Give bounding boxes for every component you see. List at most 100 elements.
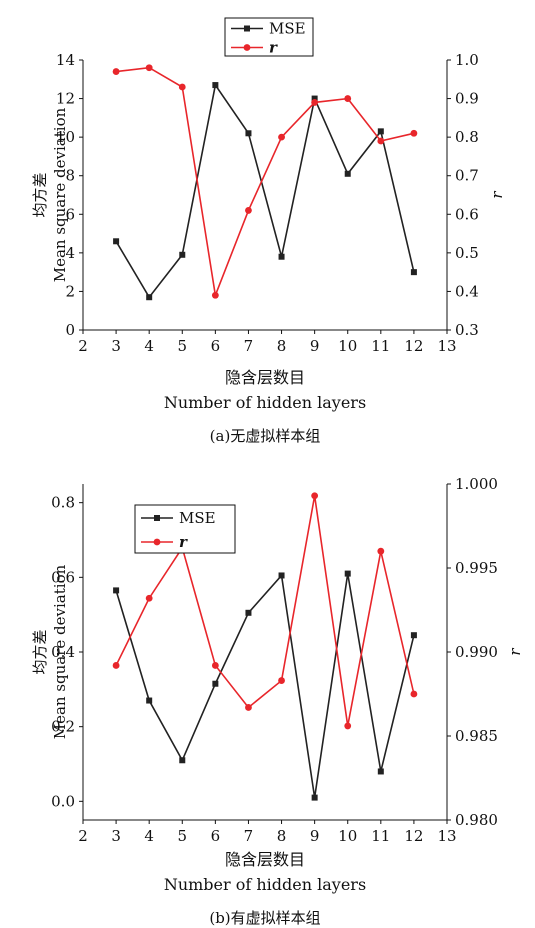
x-tick-label: 10: [338, 827, 357, 845]
point-r: [278, 133, 285, 141]
legend-box: [224, 17, 314, 57]
y2-axis-label: r: [506, 648, 524, 656]
x-tick-label: 12: [404, 827, 423, 845]
legend-label-r: r: [269, 39, 278, 57]
chart-panel-a: 2 3 4 5 6 7 8 9 10 11 12 13024681012140.30.40.50.60…: [31, 17, 506, 445]
x-tick-label: 2: [78, 827, 88, 845]
x-axis-label-cn: 隐含层数目: [225, 850, 305, 869]
point-mse: [278, 572, 285, 579]
y-tick-label: 10: [56, 128, 75, 146]
x-axis-label-cn: 隐含层数目: [225, 368, 305, 387]
y-axis-label-cn: 均方差: [31, 172, 49, 217]
y2-tick-label: 0.7: [455, 167, 479, 185]
point-r: [410, 129, 418, 137]
legend-label-mse: MSE: [179, 509, 216, 527]
point-r: [245, 704, 252, 711]
point-r: [178, 83, 186, 91]
y-tick-label: 0: [65, 321, 75, 339]
point-r: [211, 291, 219, 299]
legend-marker-r: [243, 44, 251, 51]
y-tick-label: 2: [65, 282, 75, 300]
point-mse: [344, 570, 351, 577]
x-tick-label: 8: [277, 337, 287, 355]
y-tick-label: 0.6: [51, 568, 75, 586]
point-r: [112, 662, 120, 669]
point-r: [278, 677, 285, 684]
point-mse: [377, 768, 384, 775]
y-tick-label: 0.8: [51, 494, 75, 512]
y2-tick-label: 0.985: [455, 727, 498, 745]
point-mse: [311, 794, 318, 801]
x-tick-label: 7: [244, 337, 254, 355]
y2-tick-label: 0.6: [455, 205, 479, 223]
series-line-mse: [115, 573, 415, 798]
y2-tick-label: 0.995: [455, 559, 498, 577]
point-r: [112, 68, 120, 75]
y2-tick-label: 0.990: [455, 643, 498, 661]
y2-tick-label: 1.000: [455, 475, 498, 493]
legend-box: [134, 504, 236, 554]
series-line-r: [115, 66, 415, 299]
point-mse: [278, 253, 285, 260]
x-tick-label: 7: [244, 827, 254, 845]
x-tick-label: 13: [437, 337, 456, 355]
legend-marker-mse: [244, 25, 250, 32]
point-mse: [179, 757, 186, 764]
panel-caption: (a)无虚拟样本组: [210, 427, 321, 445]
point-r: [145, 594, 153, 602]
point-mse: [410, 269, 417, 276]
point-r: [344, 722, 352, 730]
point-r: [145, 64, 153, 72]
point-mse: [146, 294, 153, 301]
panel-caption: (b)有虚拟样本组: [209, 909, 320, 927]
y-axis-label-en: Mean square deviation: [51, 107, 69, 282]
point-mse: [113, 238, 120, 245]
point-r: [311, 492, 319, 500]
point-r: [211, 662, 219, 669]
legend-label-r: r: [179, 533, 188, 551]
point-r: [377, 547, 385, 555]
y-axis-label-en: Mean square deviation: [51, 564, 69, 739]
x-tick-label: 10: [338, 337, 357, 355]
point-mse: [245, 130, 252, 137]
point-mse: [179, 251, 186, 258]
y2-tick-label: 0.980: [455, 811, 498, 829]
x-tick-label: 4: [144, 827, 154, 845]
point-r: [377, 137, 385, 145]
x-tick-label: 3: [111, 827, 121, 845]
point-r: [245, 207, 252, 214]
y-tick-label: 0.2: [51, 718, 75, 736]
x-tick-label: 6: [211, 337, 221, 355]
y-tick-label: 0.0: [51, 792, 75, 810]
x-tick-label: 11: [371, 827, 390, 845]
y-tick-label: 6: [65, 205, 75, 223]
x-tick-label: 8: [277, 827, 287, 845]
series-line-r: [115, 495, 415, 727]
x-tick-label: 12: [404, 337, 423, 355]
x-tick-label: 11: [371, 337, 390, 355]
y2-tick-label: 1.0: [455, 51, 479, 69]
x-tick-label: 3: [111, 337, 121, 355]
point-r: [410, 690, 418, 698]
x-tick-label: 4: [144, 337, 154, 355]
point-mse: [344, 170, 351, 177]
legend-label-mse: MSE: [269, 20, 306, 38]
y-tick-label: 8: [65, 167, 75, 185]
point-mse: [311, 95, 318, 102]
x-tick-label: 6: [211, 827, 221, 845]
point-r: [344, 95, 352, 102]
x-tick-label: 5: [177, 827, 187, 845]
legend-marker-mse: [154, 515, 160, 521]
point-mse: [113, 587, 120, 594]
y-tick-label: 14: [56, 51, 75, 69]
y2-tick-label: 0.3: [455, 321, 479, 339]
chart-panel-b: 2 3 4 5 6 7 8 9 10 11 12 13 0.0 0.2 0.4 0.6 0.8 0.980 0.98…: [31, 475, 524, 927]
y2-tick-label: 0.4: [455, 282, 479, 300]
x-axis-label-en: Number of hidden layers: [164, 875, 366, 894]
point-mse: [410, 632, 417, 639]
legend-marker-r: [153, 538, 161, 546]
point-mse: [377, 128, 384, 135]
point-mse: [212, 680, 219, 687]
y2-tick-label: 0.5: [455, 244, 479, 262]
